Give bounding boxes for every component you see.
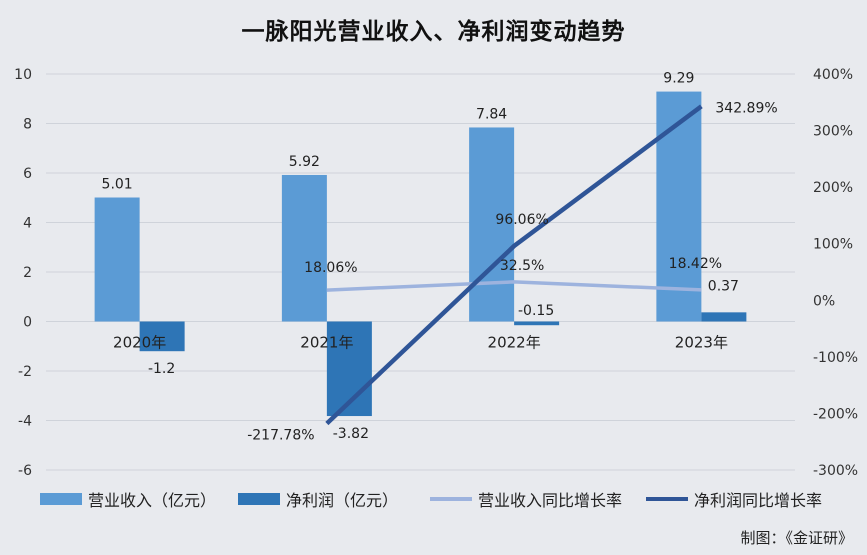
y-right-tick-label: 200% bbox=[813, 180, 853, 196]
legend: 营业收入（亿元） 净利润（亿元） 营业收入同比增长率 净利润同比增长率 bbox=[40, 487, 860, 511]
legend-item-profit-growth: 净利润同比增长率 bbox=[646, 487, 822, 511]
data-label-revenue-growth: 32.5% bbox=[500, 258, 544, 274]
chart-title: 一脉阳光营业收入、净利润变动趋势 bbox=[241, 19, 626, 45]
x-category-label: 2021年 bbox=[300, 334, 353, 352]
legend-swatch-net-profit bbox=[238, 493, 280, 505]
data-label-revenue-growth: 18.42% bbox=[669, 256, 722, 272]
legend-label-net-profit: 净利润（亿元） bbox=[286, 491, 399, 510]
legend-label-profit-growth: 净利润同比增长率 bbox=[694, 491, 823, 510]
bar-revenue bbox=[281, 174, 327, 322]
line-revenue-growth bbox=[326, 280, 702, 292]
bar-revenue bbox=[469, 127, 515, 322]
data-label-net-profit: -0.15 bbox=[518, 303, 554, 319]
y-right-tick-label: -100% bbox=[813, 350, 858, 366]
data-label-revenue: 5.92 bbox=[289, 154, 320, 170]
y-left-tick-label: 4 bbox=[23, 216, 32, 232]
y-right-tick-label: 0% bbox=[813, 293, 835, 309]
y-left-tick-label: 0 bbox=[23, 315, 32, 331]
y-right-tick-label: 100% bbox=[813, 237, 853, 253]
y-left-tick-label: -4 bbox=[18, 414, 32, 430]
legend-swatch-revenue bbox=[40, 493, 82, 505]
data-label-net-profit: -1.2 bbox=[148, 361, 175, 377]
y-left-tick-label: 2 bbox=[23, 265, 32, 281]
legend-swatch-revenue-growth bbox=[430, 497, 472, 501]
x-category-label: 2020年 bbox=[113, 334, 166, 352]
data-label-net-profit: 0.37 bbox=[708, 278, 739, 294]
data-label-profit-growth: -217.78% bbox=[247, 427, 314, 443]
bar-net-profit bbox=[514, 321, 560, 326]
x-category-label: 2022年 bbox=[488, 334, 541, 352]
data-label-net-profit: -3.82 bbox=[333, 426, 369, 442]
bar-revenue bbox=[656, 91, 702, 322]
legend-item-net-profit: 净利润（亿元） bbox=[238, 487, 398, 511]
bar-revenue bbox=[94, 197, 140, 322]
line-profit-growth bbox=[325, 104, 703, 426]
y-right-tick-label: -300% bbox=[813, 463, 858, 479]
y-right-tick-label: -200% bbox=[813, 406, 858, 422]
y-right-tick-label: 300% bbox=[813, 124, 853, 140]
credit-text: 制图：《金证研》 bbox=[740, 529, 853, 547]
y-left-tick-label: 8 bbox=[23, 117, 32, 133]
data-label-revenue: 7.84 bbox=[476, 106, 507, 122]
data-label-revenue: 9.29 bbox=[663, 71, 694, 87]
y-left-tick-label: 6 bbox=[23, 166, 32, 182]
data-label-revenue: 5.01 bbox=[102, 177, 133, 193]
legend-label-revenue-growth: 营业收入同比增长率 bbox=[478, 491, 623, 510]
data-label-revenue-growth: 18.06% bbox=[304, 260, 357, 276]
y-left-tick-label: -6 bbox=[18, 463, 32, 479]
legend-item-revenue-growth: 营业收入同比增长率 bbox=[430, 487, 622, 511]
y-left-tick-label: -2 bbox=[18, 364, 32, 380]
y-right-tick-label: 400% bbox=[813, 67, 853, 83]
bar-net-profit bbox=[701, 312, 747, 322]
data-label-profit-growth: 342.89% bbox=[715, 100, 777, 116]
legend-swatch-profit-growth bbox=[646, 497, 688, 501]
legend-label-revenue: 营业收入（亿元） bbox=[88, 491, 217, 510]
bar-net-profit bbox=[139, 321, 185, 352]
y-left-tick-label: 10 bbox=[14, 67, 32, 83]
x-category-label: 2023年 bbox=[675, 334, 728, 352]
data-label-profit-growth: 96.06% bbox=[495, 212, 548, 228]
legend-item-revenue: 营业收入（亿元） bbox=[40, 487, 216, 511]
